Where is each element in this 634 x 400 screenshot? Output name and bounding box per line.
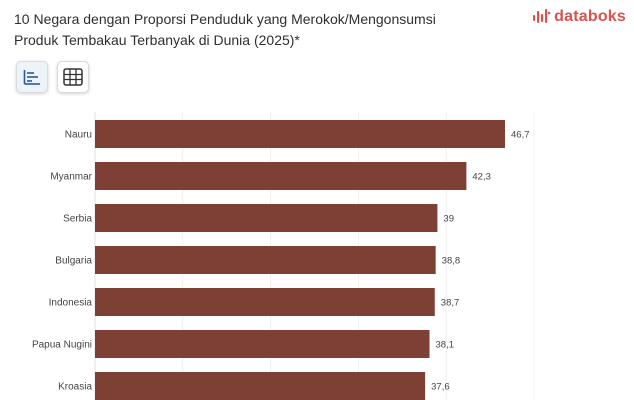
category-label: Indonesia [49,298,93,309]
databoks-logo-text: databoks [554,8,626,25]
value-label: 46,7 [511,130,530,141]
bar[interactable] [95,288,435,316]
category-label: Bulgaria [55,256,92,267]
databoks-logo[interactable]: databoks [533,8,626,26]
value-label: 38,7 [441,298,460,309]
category-label: Serbia [63,214,92,225]
value-label: 39 [443,214,454,225]
category-label: Nauru [65,130,92,141]
chart-title: 10 Negara dengan Proporsi Penduduk yang … [14,11,436,48]
bar-chart-icon [23,70,40,85]
value-label: 38,1 [436,340,455,351]
value-label: 38,8 [442,256,461,267]
value-label: 37,6 [431,382,450,393]
bar[interactable] [95,372,426,400]
category-label: Myanmar [50,172,92,183]
bar[interactable] [95,162,467,190]
category-label: Papua Nugini [32,340,92,351]
bar[interactable] [95,204,438,232]
value-label: 42,3 [472,172,491,183]
category-label: Kroasia [58,382,92,393]
table-grid-icon [63,68,83,86]
databoks-logo-icon [533,9,551,23]
chart-view-button[interactable] [16,61,48,93]
bar[interactable] [95,120,506,148]
table-view-button[interactable] [57,61,89,93]
bar[interactable] [95,246,436,274]
bar[interactable] [95,330,430,358]
